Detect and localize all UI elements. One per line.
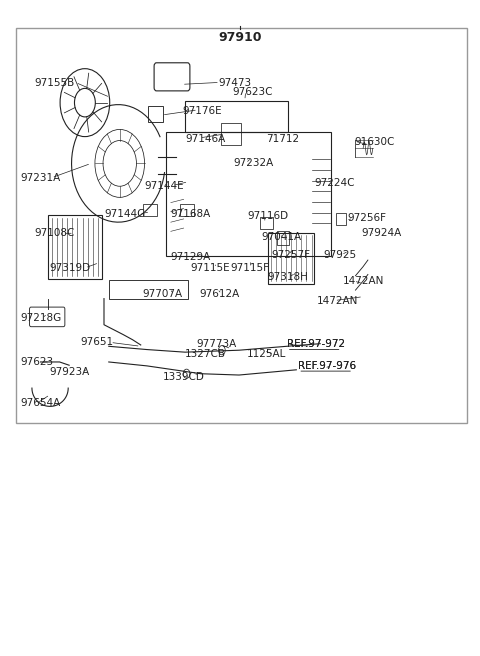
- Text: 97612A: 97612A: [199, 289, 240, 299]
- Text: 97473: 97473: [218, 78, 252, 88]
- Bar: [268, 233, 314, 283]
- Text: 97231A: 97231A: [21, 173, 61, 183]
- Text: 71712: 71712: [266, 134, 300, 144]
- Text: 97144G: 97144G: [104, 209, 145, 218]
- Text: 97155B: 97155B: [35, 78, 75, 88]
- Bar: [48, 215, 102, 279]
- Text: REF.97-972: REF.97-972: [287, 339, 345, 350]
- Text: 97115E: 97115E: [190, 263, 229, 273]
- Text: 97232A: 97232A: [234, 158, 274, 169]
- Text: 97257F: 97257F: [271, 250, 310, 260]
- Text: 97256F: 97256F: [348, 213, 386, 223]
- Bar: [166, 132, 331, 256]
- Text: 97224C: 97224C: [314, 178, 354, 188]
- Text: 97176E: 97176E: [183, 106, 222, 116]
- Text: 97623C: 97623C: [233, 87, 273, 96]
- Text: 97924A: 97924A: [362, 228, 402, 238]
- Bar: [109, 280, 188, 298]
- Text: REF.97-976: REF.97-976: [298, 361, 356, 371]
- Text: 1327CB: 1327CB: [185, 349, 226, 359]
- Text: 97910: 97910: [218, 31, 262, 44]
- Text: 1339CD: 1339CD: [163, 372, 204, 382]
- Text: 1472AN: 1472AN: [343, 276, 384, 286]
- Text: 97773A: 97773A: [196, 339, 236, 350]
- Text: 97041A: 97041A: [262, 232, 301, 241]
- Text: 97144E: 97144E: [144, 180, 184, 191]
- Text: 97654A: 97654A: [21, 398, 61, 408]
- Text: REF.97-976: REF.97-976: [298, 361, 356, 371]
- Text: 97116D: 97116D: [247, 211, 288, 220]
- Text: 97925: 97925: [324, 250, 357, 260]
- Text: 97108C: 97108C: [35, 228, 75, 238]
- Text: 97115F: 97115F: [230, 263, 269, 273]
- Text: REF.97-972: REF.97-972: [287, 339, 345, 350]
- Text: 97129A: 97129A: [171, 253, 211, 262]
- Text: 97318H: 97318H: [268, 272, 309, 282]
- Bar: [185, 100, 288, 132]
- Text: 97707A: 97707A: [142, 289, 182, 299]
- Text: 97168A: 97168A: [171, 209, 211, 218]
- Text: 91630C: 91630C: [355, 137, 395, 147]
- Text: 1125AL: 1125AL: [247, 349, 287, 359]
- Text: 97218G: 97218G: [21, 313, 62, 323]
- Text: 97146A: 97146A: [185, 134, 226, 144]
- Text: 1472AN: 1472AN: [316, 296, 358, 306]
- Text: 97923A: 97923A: [49, 367, 89, 377]
- Text: 97623: 97623: [21, 357, 54, 367]
- Text: 97651: 97651: [80, 337, 113, 348]
- Text: 97319D: 97319D: [49, 263, 90, 273]
